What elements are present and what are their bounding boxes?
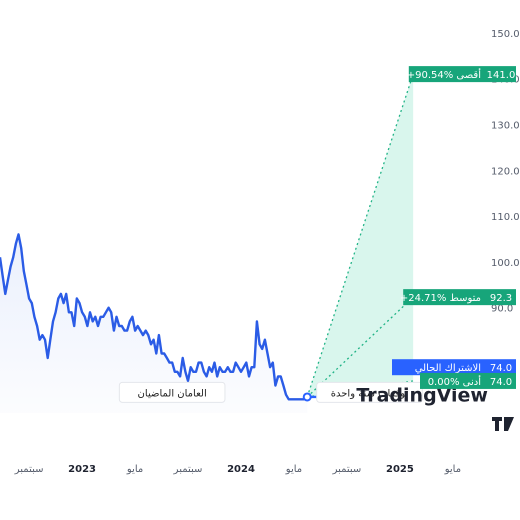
avg-target-tag-value-bg [486, 289, 516, 306]
x-tick-label: 2024 [227, 464, 255, 475]
forecast-line-أقصى [306, 73, 414, 398]
x-tick-label: سبتمبر [173, 464, 203, 475]
x-tick-label: 2023 [68, 464, 96, 475]
x-tick-label: مايو [126, 464, 143, 475]
annotation-label: العامان الماضيان [138, 388, 207, 399]
annotation-box [316, 381, 423, 403]
x-tick-label: 2025 [386, 464, 414, 475]
min-target-tag-value: 74.0 [490, 377, 512, 388]
last-price-point [302, 392, 312, 402]
forecast-range-area [307, 74, 414, 397]
x-tick-label: سبتمبر [14, 464, 44, 475]
min-target-tag-label: 0.00% أدنى [428, 375, 482, 388]
annotation-box [118, 381, 226, 403]
y-tick-label: 150.0 [491, 29, 520, 40]
y-tick-label: 120.0 [491, 166, 520, 177]
tradingview-watermark: TradingView [356, 384, 488, 406]
min-target-tag-label-bg [420, 372, 486, 389]
annotation-label: توقعات سنة واحدة [331, 388, 409, 399]
x-tick-label: سبتمبر [332, 464, 362, 475]
current-price-tag-value: 74.0 [490, 363, 512, 374]
max-target-tag-value: 141.0 [487, 70, 516, 81]
max-target-tag-label-bg [408, 66, 486, 83]
avg-target-tag-label: +24.71% متوسط [400, 293, 481, 304]
x-tick-label: مايو [444, 464, 461, 475]
price-area [0, 234, 308, 413]
min-target-tag-value-bg [486, 372, 516, 389]
current-price-tag-value-bg [486, 359, 516, 376]
y-tick-label: 90.0 [491, 304, 513, 315]
tradingview-logo-icon [492, 417, 514, 431]
max-target-tag-label: +90.54% أقصى [407, 68, 481, 81]
y-tick-label: 130.0 [491, 120, 520, 131]
avg-target-tag-value: 92.3 [490, 293, 512, 304]
y-tick-label: 100.0 [491, 258, 520, 269]
current-price-tag-label-bg [392, 359, 486, 376]
x-tick-label: مايو [285, 464, 302, 475]
max-target-tag-value-bg [486, 66, 516, 83]
forecast-line-متوسط [306, 296, 414, 398]
current-price-tag-label: الاشتراك الحالي [415, 363, 481, 374]
avg-target-tag-label-bg [403, 289, 486, 306]
y-tick-label: 110.0 [491, 212, 520, 223]
price-line [0, 233, 308, 401]
